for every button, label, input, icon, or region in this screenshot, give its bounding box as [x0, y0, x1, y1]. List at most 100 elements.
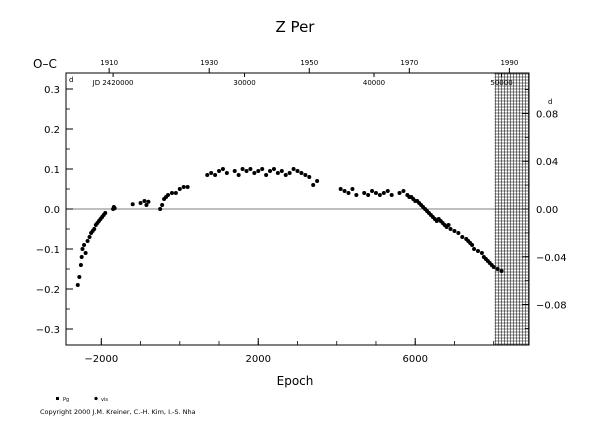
data-point [78, 263, 83, 267]
data-point [279, 169, 284, 173]
data-point [209, 171, 214, 175]
data-point [80, 247, 85, 251]
data-point [130, 202, 135, 207]
top-jd-label: 50000 [490, 79, 512, 87]
top-year-label: 1970 [400, 59, 418, 67]
data-point [303, 173, 308, 177]
data-point [452, 229, 457, 233]
data-point [217, 169, 222, 173]
data-point [185, 185, 190, 189]
y-tick-label: −0.2 [36, 285, 60, 296]
y2-tick-label: 0.00 [536, 205, 558, 216]
data-point [205, 173, 210, 177]
data-point [385, 189, 390, 193]
data-point [373, 191, 378, 195]
data-point [79, 255, 84, 259]
legend: Pg vis [56, 396, 108, 403]
data-point [491, 265, 496, 269]
data-point [354, 193, 359, 197]
data-point [248, 167, 253, 171]
chart-title: Z Per [276, 18, 316, 36]
data-point [295, 169, 300, 173]
top-year-label: 1990 [500, 59, 518, 67]
data-point [275, 171, 280, 175]
data-point [85, 239, 90, 243]
data-point [144, 203, 149, 207]
y-tick-label: 0.1 [44, 165, 60, 176]
x-tick-label: 6000 [402, 354, 427, 365]
data-point [307, 175, 312, 179]
left-axis-corner-d: d [69, 76, 73, 84]
data-point [92, 227, 97, 231]
data-point [220, 167, 225, 171]
y-tick-label: −0.1 [36, 245, 60, 256]
data-point [338, 187, 343, 191]
axis-ticks: 0.3 0.2 0.1 0.0 −0.1 −0.2 −0.3 0.08 0.04 0.00 −0.0… [36, 59, 567, 365]
data-point [224, 171, 229, 175]
x-axis-label: Epoch [277, 374, 314, 388]
data-point [470, 243, 475, 247]
data-point [112, 206, 117, 211]
data-point [370, 189, 375, 193]
y2-tick-label: 0.04 [536, 157, 558, 168]
data-point [401, 189, 406, 193]
data-point [446, 223, 451, 227]
data-point [158, 207, 163, 211]
data-point [146, 199, 151, 204]
data-point [232, 169, 237, 173]
top-year-label: 1950 [300, 59, 318, 67]
data-point [381, 191, 386, 195]
y2-tick-label: −0.08 [536, 301, 567, 312]
data-point [499, 269, 504, 273]
y-tick-label: −0.3 [36, 325, 60, 336]
data-points [75, 167, 504, 287]
data-point [213, 173, 218, 177]
data-point [264, 173, 269, 177]
top-jd-label: JD 2420000 [92, 79, 134, 87]
data-point [142, 199, 147, 203]
data-point [495, 267, 500, 271]
legend-marker-circle [94, 396, 98, 401]
data-point [177, 187, 182, 191]
y-tick-label: 0.0 [44, 205, 60, 216]
y2-tick-label: 0.08 [536, 109, 558, 120]
data-point [397, 191, 402, 195]
data-point [342, 189, 347, 193]
data-point [138, 201, 143, 205]
data-point [456, 231, 461, 235]
data-point [82, 243, 87, 247]
data-point [479, 251, 484, 255]
data-point [166, 193, 171, 197]
y-tick-label: 0.3 [44, 85, 60, 96]
data-point [271, 167, 276, 171]
data-point [291, 167, 296, 171]
data-point [236, 173, 241, 177]
y2-tick-label: −0.04 [536, 253, 567, 264]
data-point [181, 185, 186, 189]
legend-marker-square [56, 397, 59, 400]
data-point [448, 227, 453, 231]
data-point [87, 235, 92, 239]
data-point [75, 283, 80, 287]
x-tick-label: −2000 [84, 354, 118, 365]
data-point [103, 211, 108, 215]
legend-label-vis: vis [101, 397, 108, 403]
data-point [252, 171, 257, 175]
data-point [287, 171, 292, 175]
data-point [362, 191, 367, 195]
data-point [475, 249, 480, 253]
data-point [389, 193, 394, 197]
top-year-label: 1930 [200, 59, 218, 67]
data-point [240, 167, 245, 171]
data-point [169, 191, 174, 195]
data-point [260, 167, 265, 171]
data-point [350, 187, 355, 191]
x-tick-label: 2000 [246, 354, 271, 365]
data-point [268, 169, 273, 173]
data-point [311, 183, 316, 187]
data-point [173, 191, 178, 195]
y-axis-label: O–C [33, 57, 57, 71]
data-point [244, 169, 249, 173]
data-point [377, 193, 382, 197]
